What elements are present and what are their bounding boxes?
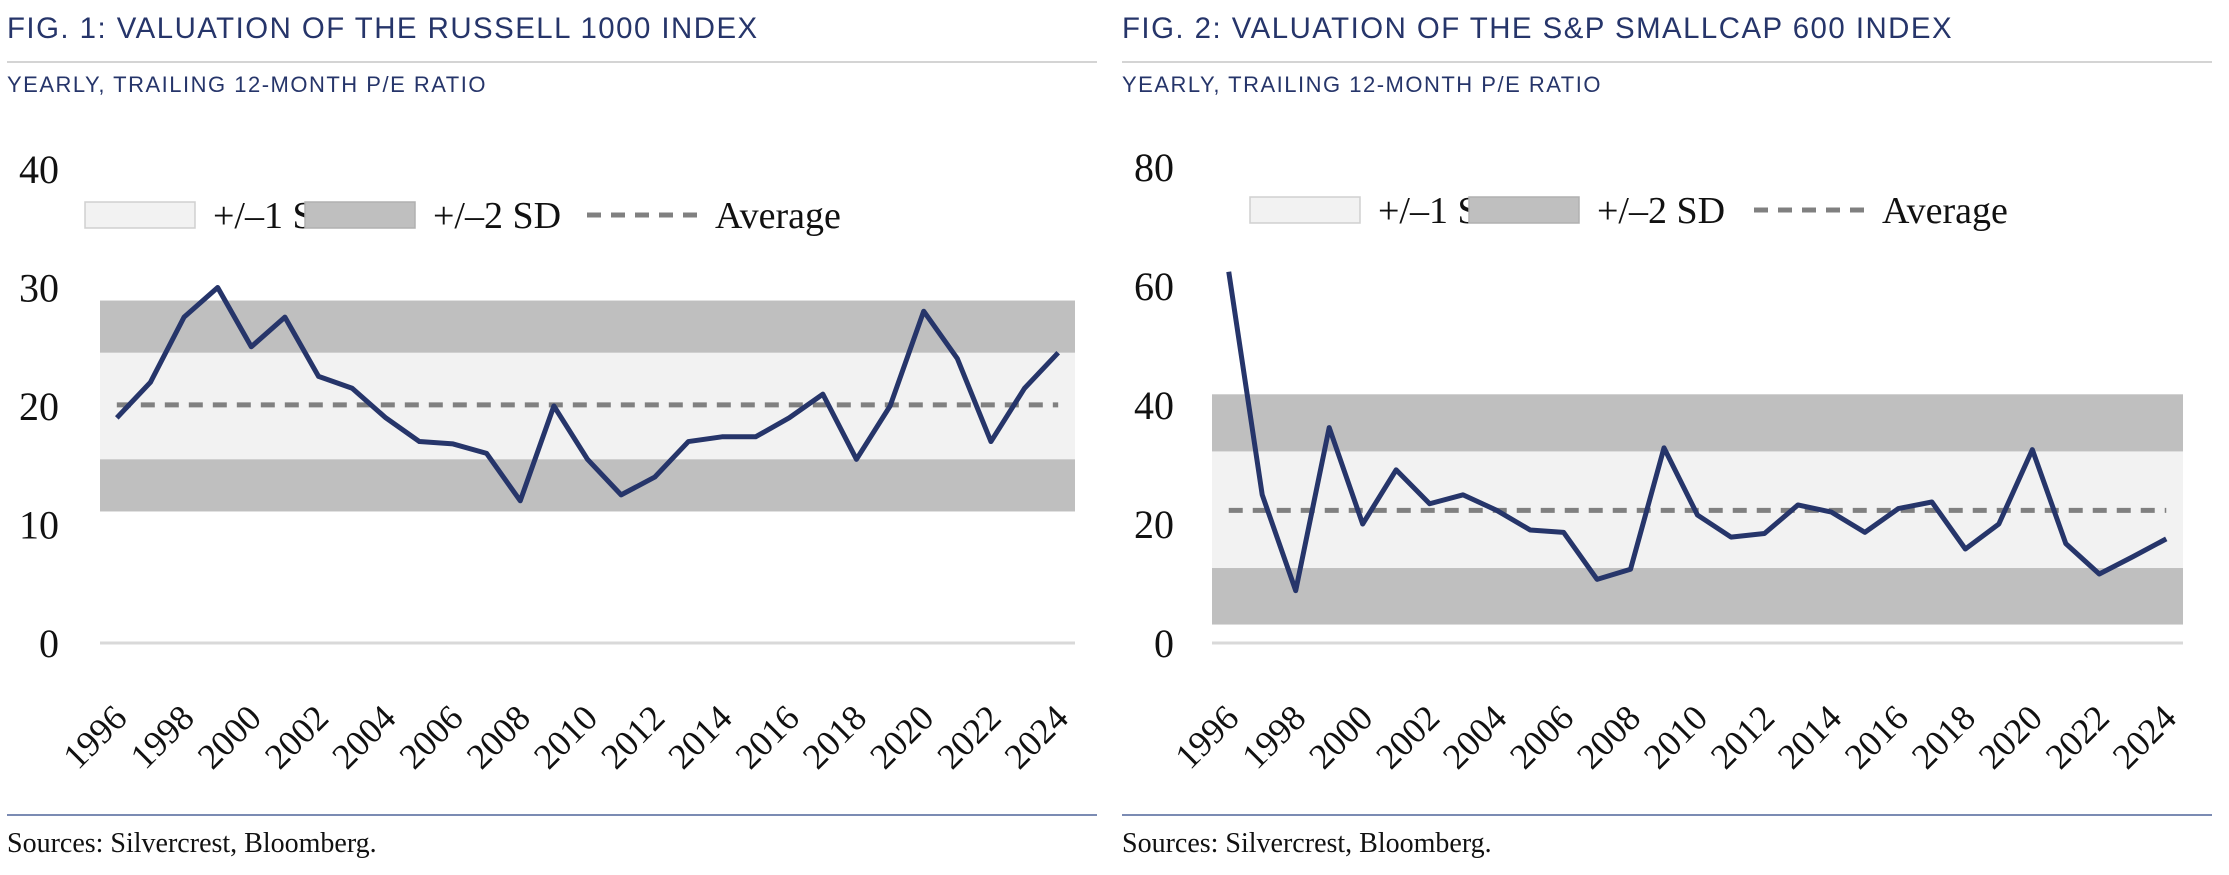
x-tick-label: 2018 — [795, 697, 874, 776]
x-tick-label: 2000 — [190, 697, 269, 776]
source-divider — [7, 814, 1097, 816]
figure-1-chart: 0102030401996199820002002200420062008201… — [19, 147, 1076, 777]
figure-2-subtitle: YEARLY, TRAILING 12-MONTH P/E RATIO — [1122, 72, 1602, 97]
legend-label-average: Average — [715, 195, 841, 237]
y-tick-label: 30 — [19, 266, 59, 311]
x-tick-label: 2008 — [1569, 697, 1648, 776]
x-tick-label: 2006 — [391, 697, 470, 776]
figure-1-subtitle: YEARLY, TRAILING 12-MONTH P/E RATIO — [7, 72, 487, 97]
y-tick-label: 20 — [1134, 502, 1174, 547]
legend-swatch-2sd — [304, 201, 416, 229]
x-tick-label: 1996 — [1167, 697, 1246, 776]
y-tick-label: 10 — [19, 503, 59, 548]
legend-swatch-2sd — [1468, 196, 1580, 224]
x-tick-label: 2004 — [1435, 697, 1514, 776]
x-tick-label: 2004 — [324, 697, 403, 776]
x-tick-label: 2012 — [593, 697, 672, 776]
x-tick-label: 2008 — [459, 697, 538, 776]
x-tick-label: 2012 — [1703, 697, 1782, 776]
x-tick-label: 2002 — [257, 697, 336, 776]
x-tick-label: 1998 — [1234, 697, 1313, 776]
y-tick-label: 20 — [19, 384, 59, 429]
source-divider — [1122, 814, 2212, 816]
x-tick-label: 2010 — [1636, 697, 1715, 776]
y-tick-label: 0 — [39, 621, 59, 666]
x-tick-label: 1996 — [55, 697, 134, 776]
x-tick-label: 2014 — [1770, 697, 1849, 776]
x-tick-label: 2022 — [2038, 697, 2117, 776]
figure-1-title: FIG. 1: VALUATION OF THE RUSSELL 1000 IN… — [7, 12, 759, 45]
y-tick-label: 40 — [1134, 383, 1174, 428]
x-tick-label: 2018 — [1904, 697, 1983, 776]
figure-2-panel: FIG. 2: VALUATION OF THE S&P SMALLCAP 60… — [1122, 0, 2222, 875]
x-tick-label: 2020 — [1971, 697, 2050, 776]
legend-label-2sd: +/–2 SD — [433, 195, 561, 237]
x-tick-label: 2002 — [1368, 697, 1447, 776]
x-tick-label: 2024 — [2105, 697, 2184, 776]
x-tick-label: 2016 — [1837, 697, 1916, 776]
x-tick-label: 1998 — [123, 697, 202, 776]
x-tick-label: 2024 — [997, 697, 1076, 776]
x-tick-label: 2022 — [929, 697, 1008, 776]
y-tick-label: 80 — [1134, 145, 1174, 190]
title-divider — [7, 61, 1097, 63]
title-divider — [1122, 61, 2212, 63]
y-tick-label: 40 — [19, 147, 59, 192]
legend-label-2sd: +/–2 SD — [1597, 190, 1725, 232]
x-tick-label: 2000 — [1301, 697, 1380, 776]
figure-2-title: FIG. 2: VALUATION OF THE S&P SMALLCAP 60… — [1122, 12, 1954, 45]
figure-2-chart: 0204060801996199820002002200420062008201… — [1134, 145, 2184, 777]
legend-swatch-1sd — [84, 201, 196, 229]
x-tick-label: 2016 — [728, 697, 807, 776]
figure-1-source: Sources: Silvercrest, Bloomberg. — [7, 828, 377, 859]
x-tick-label: 2006 — [1502, 697, 1581, 776]
y-tick-label: 0 — [1154, 621, 1174, 666]
y-tick-label: 60 — [1134, 264, 1174, 309]
figure-1-panel: FIG. 1: VALUATION OF THE RUSSELL 1000 IN… — [7, 0, 1107, 875]
figure-2-source: Sources: Silvercrest, Bloomberg. — [1122, 828, 1492, 859]
x-tick-label: 2020 — [862, 697, 941, 776]
legend-label-average: Average — [1882, 190, 2008, 232]
x-tick-label: 2014 — [660, 697, 739, 776]
legend-swatch-1sd — [1249, 196, 1361, 224]
x-tick-label: 2010 — [526, 697, 605, 776]
